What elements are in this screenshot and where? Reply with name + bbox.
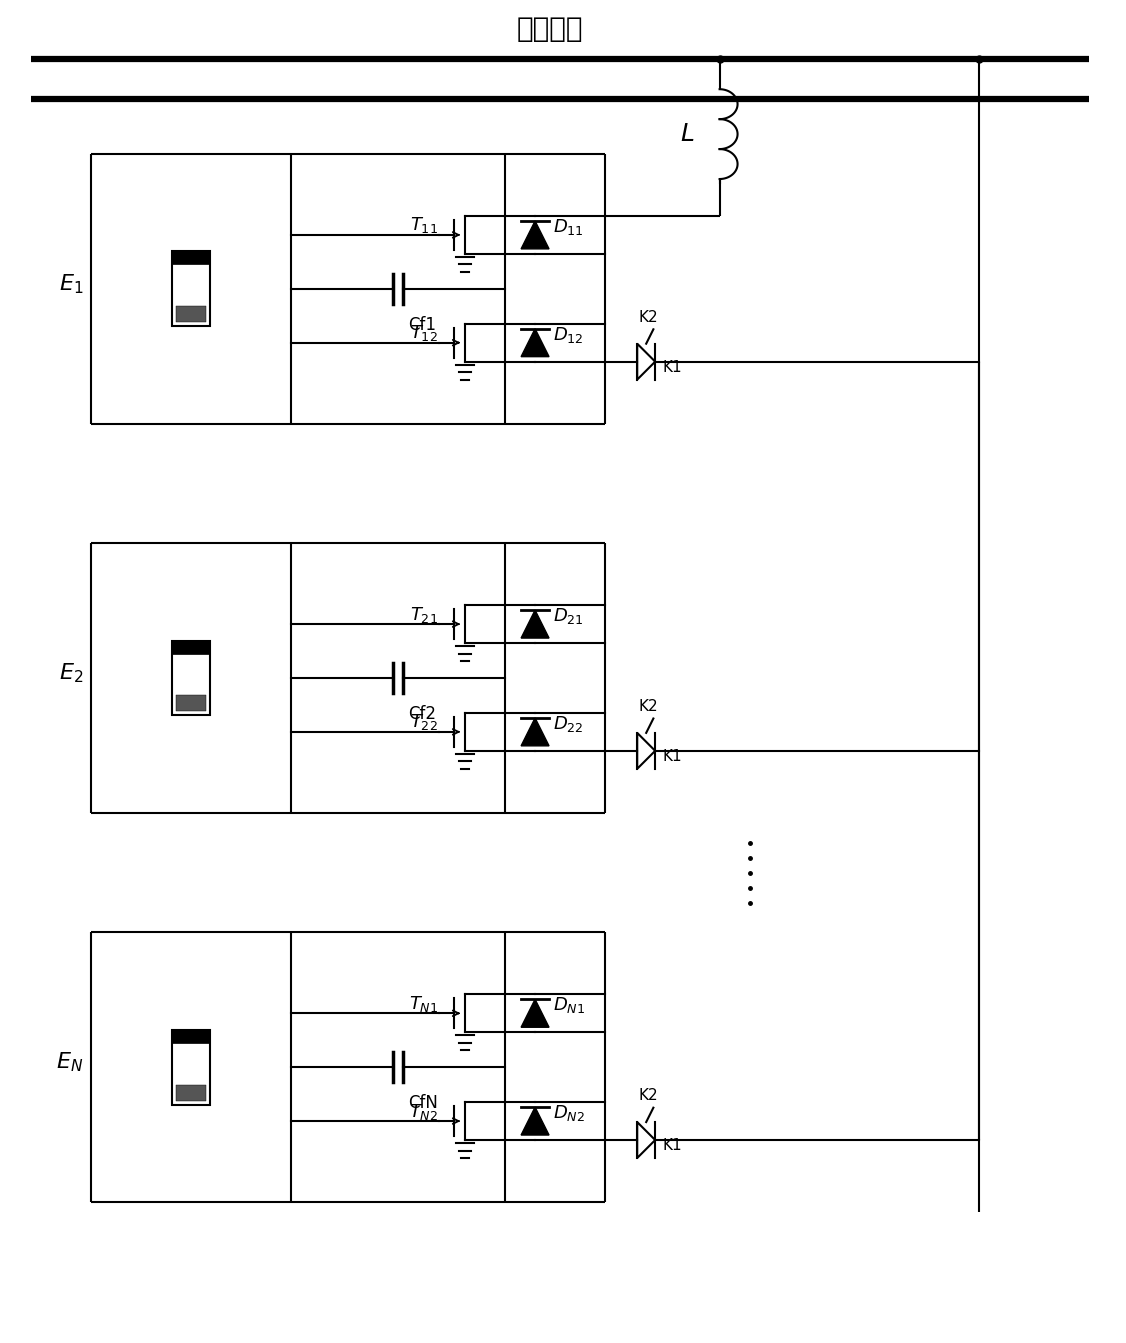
Bar [176,306,206,322]
Text: $T_{21}$: $T_{21}$ [410,604,438,624]
Text: $D_{N1}$: $D_{N1}$ [553,995,586,1015]
Text: K1: K1 [662,1138,681,1152]
Text: $L$: $L$ [680,122,695,146]
Text: $D_{21}$: $D_{21}$ [553,606,583,626]
Text: $T_{12}$: $T_{12}$ [410,324,437,344]
Bar [172,641,209,654]
Text: K2: K2 [638,309,658,325]
Polygon shape [521,999,549,1027]
Text: $D_{N2}$: $D_{N2}$ [553,1103,586,1123]
Polygon shape [521,1107,549,1135]
Bar [176,1085,206,1101]
Text: Cf1: Cf1 [408,316,436,334]
Text: K2: K2 [638,1088,658,1103]
Text: K1: K1 [662,360,681,375]
Text: $T_{11}$: $T_{11}$ [410,215,438,235]
Polygon shape [521,610,549,638]
Text: $D_{12}$: $D_{12}$ [553,325,583,345]
Polygon shape [521,719,549,745]
Bar [172,251,209,326]
Text: K2: K2 [638,698,658,713]
Text: $E_1$: $E_1$ [59,273,83,295]
Text: $T_{N1}$: $T_{N1}$ [409,994,438,1014]
Text: K1: K1 [662,749,681,764]
Text: 直流母线: 直流母线 [517,15,583,43]
Text: $D_{11}$: $D_{11}$ [553,218,583,236]
Text: Cf2: Cf2 [408,705,436,723]
Text: CfN: CfN [408,1095,438,1112]
Text: $T_{N2}$: $T_{N2}$ [409,1101,438,1121]
Bar [172,251,209,265]
Polygon shape [521,329,549,357]
Bar [176,696,206,712]
Text: $E_N$: $E_N$ [56,1050,83,1074]
Bar [172,1030,209,1042]
Bar [172,1030,209,1104]
Text: $E_2$: $E_2$ [59,661,83,685]
Text: $T_{22}$: $T_{22}$ [410,712,437,732]
Polygon shape [521,222,549,248]
Bar [172,641,209,716]
Text: $D_{22}$: $D_{22}$ [553,714,583,733]
